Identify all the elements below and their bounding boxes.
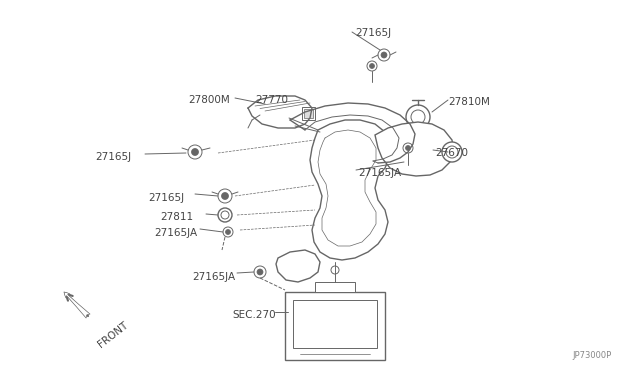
Text: 27165J: 27165J (148, 193, 184, 203)
Circle shape (188, 145, 202, 159)
Text: 27165JA: 27165JA (154, 228, 197, 238)
Circle shape (406, 145, 410, 151)
Text: 27810M: 27810M (448, 97, 490, 107)
Circle shape (406, 105, 430, 129)
Circle shape (378, 49, 390, 61)
Circle shape (442, 142, 462, 162)
Text: 27165J: 27165J (95, 152, 131, 162)
Text: 27165J: 27165J (355, 28, 391, 38)
Circle shape (221, 211, 229, 219)
Text: 27165JA: 27165JA (358, 168, 401, 178)
Polygon shape (375, 122, 454, 176)
Circle shape (403, 143, 413, 153)
Polygon shape (304, 109, 313, 118)
Polygon shape (285, 292, 385, 360)
Circle shape (411, 110, 425, 124)
Circle shape (221, 192, 228, 199)
Text: 27800M: 27800M (188, 95, 230, 105)
Circle shape (225, 230, 230, 234)
Polygon shape (293, 300, 377, 348)
Text: 27670: 27670 (435, 148, 468, 158)
Polygon shape (315, 282, 355, 292)
Circle shape (257, 269, 263, 275)
Text: 27811: 27811 (160, 212, 193, 222)
Circle shape (218, 208, 232, 222)
Polygon shape (310, 120, 390, 260)
Circle shape (369, 64, 374, 68)
Polygon shape (302, 107, 315, 120)
Text: 27165JA: 27165JA (192, 272, 235, 282)
Circle shape (331, 266, 339, 274)
Text: 27770: 27770 (255, 95, 288, 105)
Circle shape (218, 189, 232, 203)
Circle shape (254, 266, 266, 278)
Circle shape (367, 61, 377, 71)
Circle shape (223, 227, 233, 237)
Polygon shape (276, 250, 320, 282)
Text: JP73000P: JP73000P (573, 351, 612, 360)
Circle shape (381, 52, 387, 58)
Circle shape (191, 148, 198, 155)
Circle shape (446, 146, 458, 158)
Text: SEC.270: SEC.270 (232, 310, 276, 320)
Text: FRONT: FRONT (96, 320, 130, 350)
